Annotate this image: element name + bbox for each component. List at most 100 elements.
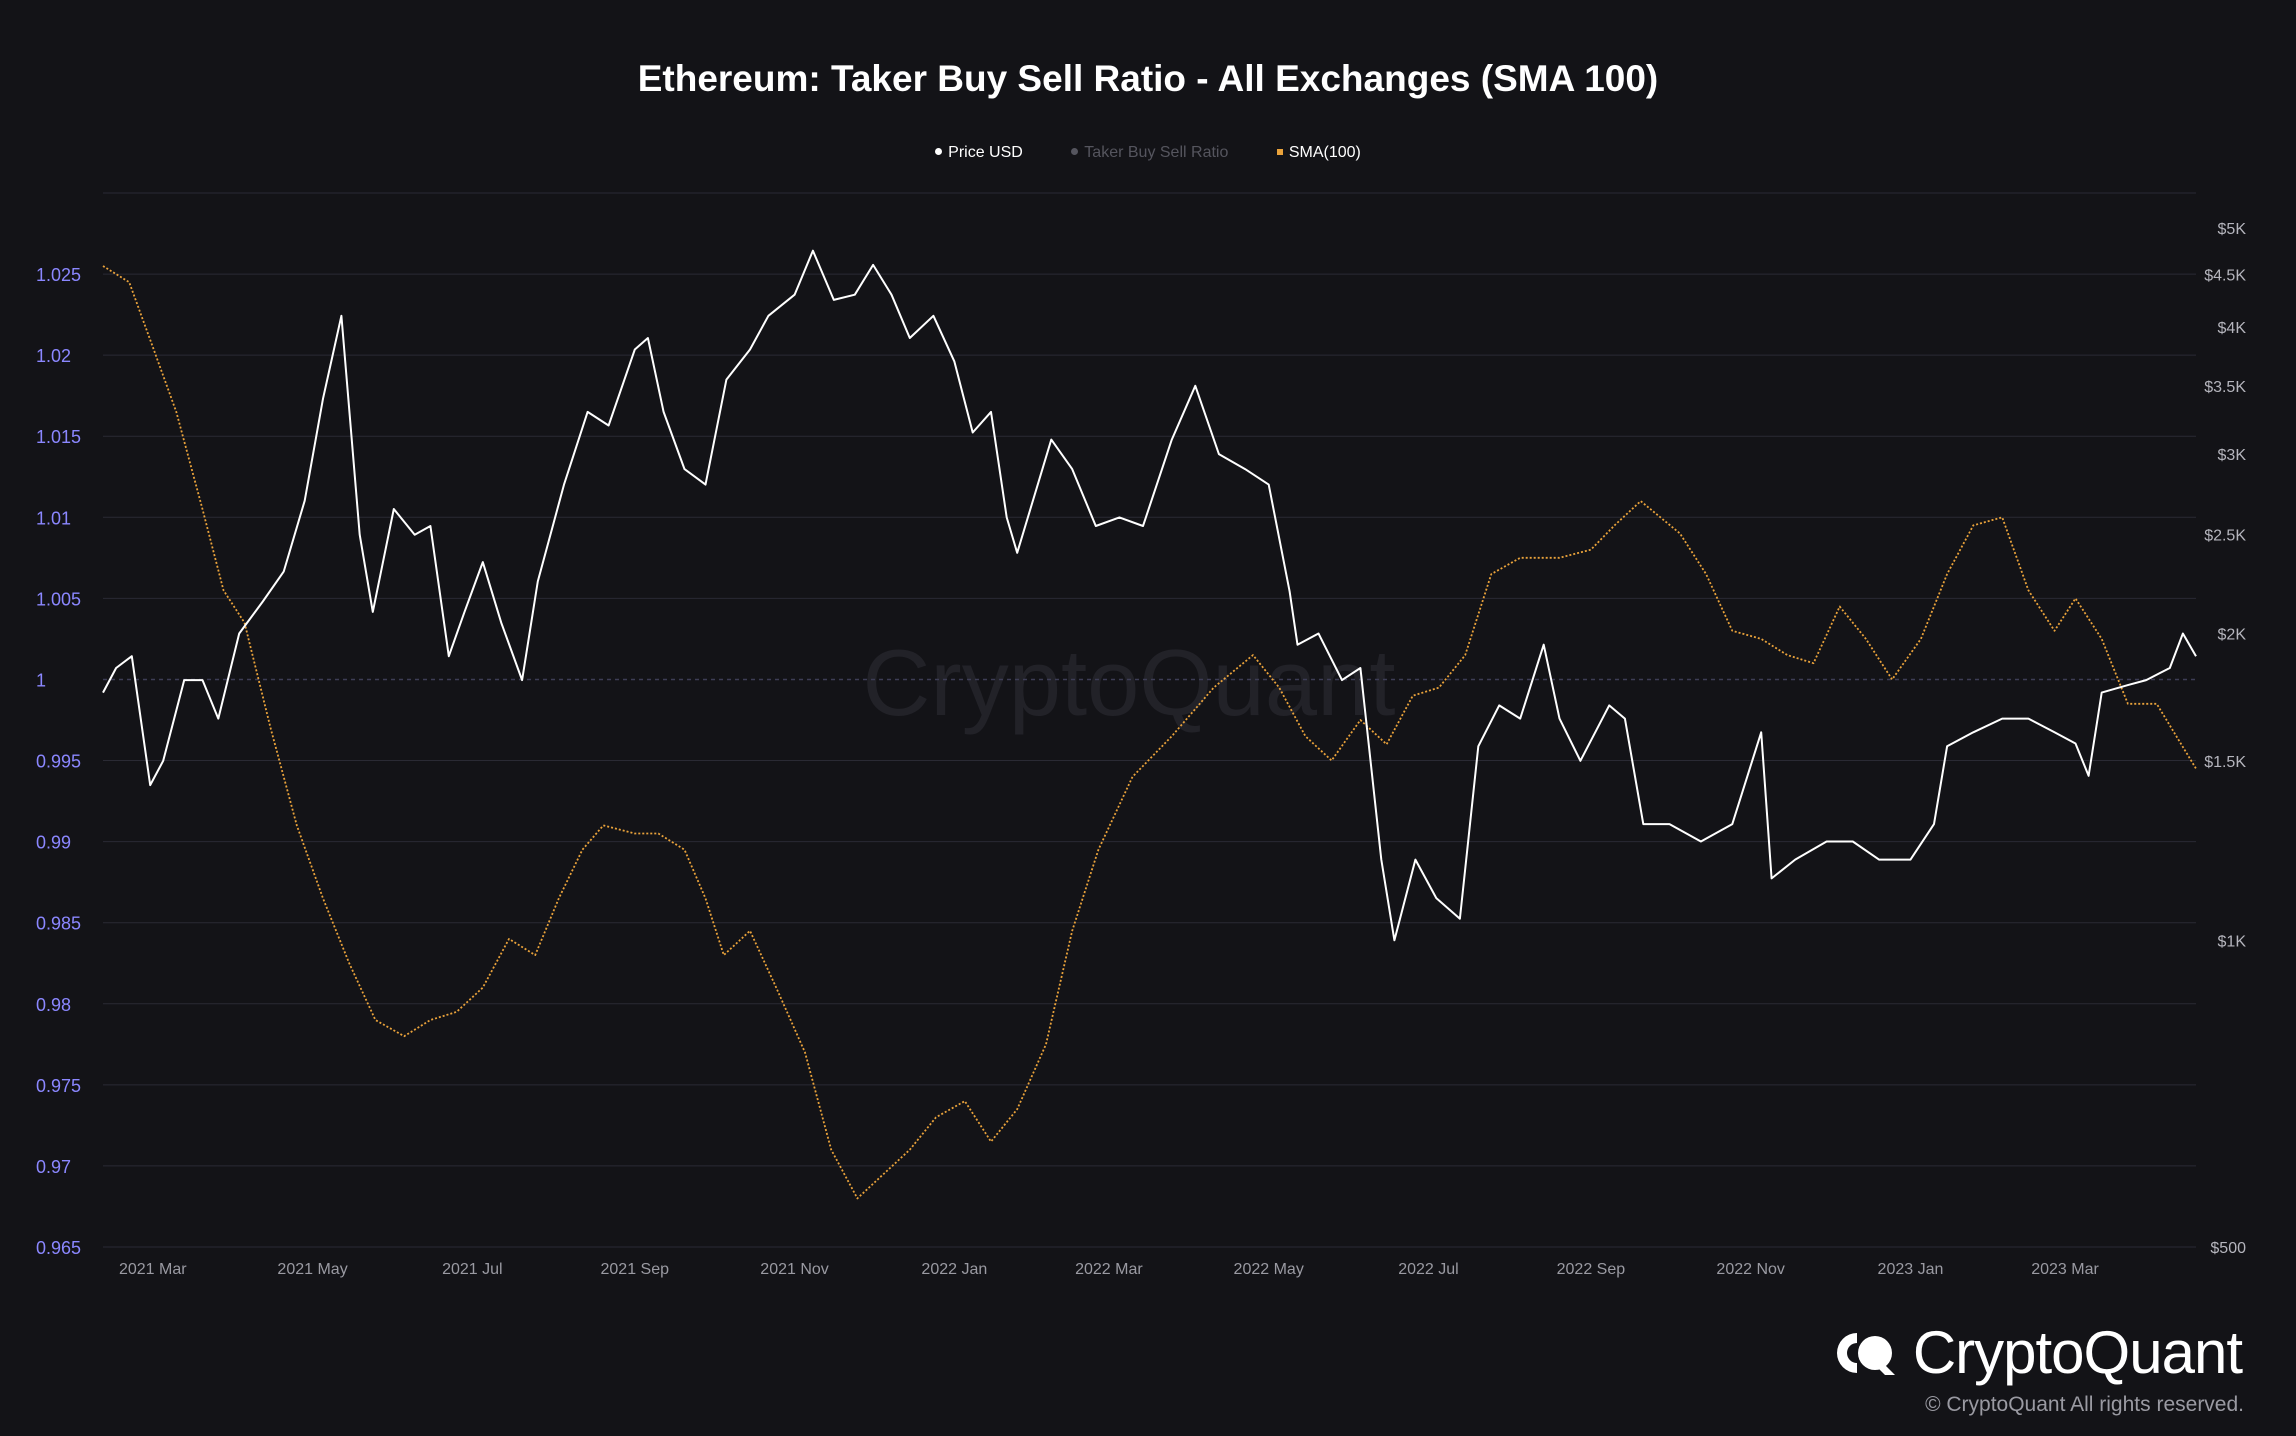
price-point <box>1642 823 1644 825</box>
x-axis-tick-label: 2021 Sep <box>601 1261 670 1278</box>
price-point <box>183 679 185 681</box>
price-point <box>1624 717 1626 719</box>
x-axis-tick-label: 2023 Mar <box>2031 1261 2099 1278</box>
sma-point <box>1558 557 1560 559</box>
price-point <box>1558 717 1560 719</box>
price-point <box>872 264 874 266</box>
price-point <box>1825 840 1827 842</box>
sma-point <box>1278 686 1280 688</box>
sma-point <box>657 832 659 834</box>
price-point <box>1296 644 1298 646</box>
sma-point <box>201 508 203 510</box>
sma-point <box>704 897 706 899</box>
right-axis-tick-label: $2K <box>2218 627 2247 644</box>
sma-point <box>804 1051 806 1053</box>
legend-label-price: Price USD <box>948 144 1023 161</box>
sma-point <box>558 897 560 899</box>
price-point <box>1972 731 1974 733</box>
price-point <box>1194 385 1196 387</box>
price-point <box>1006 516 1008 518</box>
price-point <box>1142 525 1144 527</box>
price-point <box>359 534 361 536</box>
price-point <box>932 315 934 317</box>
legend-item-sma[interactable]: SMA(100) <box>1276 144 1361 162</box>
right-axis-tick-label: $4K <box>2218 320 2247 337</box>
price-point <box>1794 858 1796 860</box>
price-point <box>1050 438 1052 440</box>
price-point <box>793 294 795 296</box>
price-point <box>2027 717 2029 719</box>
right-axis: $5K $4.5K $4K $3.5K $3K $2.5K $2K $1.5K $1K $500 <box>2204 221 2246 1257</box>
left-axis-tick-label: 0.985 <box>36 914 81 934</box>
sma-point <box>749 930 751 932</box>
price-point <box>990 411 992 413</box>
legend-item-price[interactable]: Price USD <box>935 144 1023 162</box>
price-point <box>304 500 306 502</box>
sma-point <box>482 986 484 988</box>
sma-point <box>1490 573 1492 575</box>
price-point <box>131 655 133 657</box>
right-axis-tick-label: $3K <box>2218 447 2247 464</box>
price-point <box>1171 438 1173 440</box>
price-point <box>1519 717 1521 719</box>
price-point <box>201 679 203 681</box>
price-point <box>537 580 539 582</box>
sma-point <box>175 411 177 413</box>
price-point <box>833 299 835 301</box>
price-point <box>1477 745 1479 747</box>
grid-lines <box>103 192 2196 1248</box>
price-point <box>972 431 974 433</box>
price-point <box>283 570 285 572</box>
price-series <box>102 249 2197 942</box>
price-point <box>1608 704 1610 706</box>
x-axis-tick-label: 2022 Mar <box>1075 1261 1143 1278</box>
sma-point <box>882 1173 884 1175</box>
sma-point <box>1131 776 1133 778</box>
sma-point <box>1590 549 1592 551</box>
left-axis-tick-label: 0.99 <box>36 833 71 853</box>
x-axis-tick-label: 2022 Jul <box>1398 1261 1459 1278</box>
sma-point <box>128 281 130 283</box>
price-point <box>1071 468 1073 470</box>
brand-name: CryptoQuant <box>1912 1319 2243 1386</box>
price-point <box>890 294 892 296</box>
chart-legend: Price USD Taker Buy Sell Ratio SMA(100) <box>0 144 2296 162</box>
price-point <box>500 621 502 623</box>
x-axis-tick-label: 2022 Sep <box>1557 1261 1626 1278</box>
sma-point <box>1812 662 1814 664</box>
price-point <box>2074 742 2076 744</box>
sma-point <box>429 1019 431 1021</box>
sma-point <box>1016 1108 1018 1110</box>
price-point <box>2053 731 2055 733</box>
left-axis-tick-label: 0.975 <box>36 1076 81 1096</box>
sma-point <box>1438 686 1440 688</box>
x-axis-tick-label: 2021 May <box>277 1261 347 1278</box>
x-axis-tick-label: 2022 Nov <box>1716 1261 1785 1278</box>
price-point <box>149 784 151 786</box>
sma-point <box>2101 638 2103 640</box>
right-axis-tick-label: $4.5K <box>2204 268 2246 285</box>
sma-point <box>1330 759 1332 761</box>
sma-point <box>2127 703 2129 705</box>
x-axis-tick-label: 2022 May <box>1234 1261 1304 1278</box>
legend-item-ratio[interactable]: Taker Buy Sell Ratio <box>1071 144 1228 162</box>
price-point <box>393 508 395 510</box>
x-axis-tick-label: 2021 Nov <box>760 1261 829 1278</box>
price-line <box>102 249 2197 942</box>
sma-point <box>296 824 298 826</box>
price-point <box>482 561 484 563</box>
sma-point <box>683 849 685 851</box>
price-point <box>1341 679 1343 681</box>
price-point <box>372 611 374 613</box>
price-point <box>1016 552 1018 554</box>
sma-point <box>1171 735 1173 737</box>
price-point <box>448 655 450 657</box>
sma-point <box>990 1140 992 1142</box>
price-point <box>322 398 324 400</box>
price-point <box>586 411 588 413</box>
left-axis-tick-label: 1.02 <box>36 346 71 366</box>
sma-point <box>964 1100 966 1102</box>
right-axis-tick-label: $500 <box>2210 1240 2246 1257</box>
price-point <box>262 600 264 602</box>
price-point <box>1770 877 1772 879</box>
